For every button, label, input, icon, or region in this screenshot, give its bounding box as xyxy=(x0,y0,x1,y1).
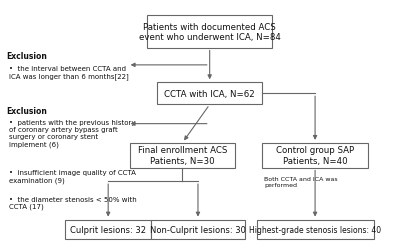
FancyBboxPatch shape xyxy=(147,16,272,48)
Text: •  the interval between CCTA and
ICA was longer than 6 months[22]: • the interval between CCTA and ICA was … xyxy=(9,66,128,79)
Text: Patients with documented ACS
event who underwent ICA, N=84: Patients with documented ACS event who u… xyxy=(139,23,281,42)
Text: Exclusion: Exclusion xyxy=(7,52,48,61)
FancyBboxPatch shape xyxy=(65,220,151,239)
Text: Final enrollment ACS
Patients, N=30: Final enrollment ACS Patients, N=30 xyxy=(138,146,227,165)
Text: •  patients with the previous history
of coronary artery bypass graft
surgery or: • patients with the previous history of … xyxy=(9,120,135,147)
Text: •  the diameter stenosis < 50% with
CCTA (17): • the diameter stenosis < 50% with CCTA … xyxy=(9,196,136,209)
FancyBboxPatch shape xyxy=(130,143,235,168)
Text: CCTA with ICA, N=62: CCTA with ICA, N=62 xyxy=(164,89,255,99)
Text: Both CCTA and ICA was
performed: Both CCTA and ICA was performed xyxy=(264,176,338,187)
FancyBboxPatch shape xyxy=(256,220,374,239)
Text: Non-Culprit lesions: 30: Non-Culprit lesions: 30 xyxy=(150,225,246,234)
Text: •  insufficient image quality of CCTA
examination (9): • insufficient image quality of CCTA exa… xyxy=(9,170,136,183)
Text: Control group SAP
Patients, N=40: Control group SAP Patients, N=40 xyxy=(276,146,354,165)
FancyBboxPatch shape xyxy=(151,220,245,239)
FancyBboxPatch shape xyxy=(157,83,262,105)
FancyBboxPatch shape xyxy=(262,143,368,168)
Text: Highest-grade stenosis lesions: 40: Highest-grade stenosis lesions: 40 xyxy=(249,225,381,234)
Text: Culprit lesions: 32: Culprit lesions: 32 xyxy=(70,225,146,234)
Text: Exclusion: Exclusion xyxy=(7,106,48,115)
